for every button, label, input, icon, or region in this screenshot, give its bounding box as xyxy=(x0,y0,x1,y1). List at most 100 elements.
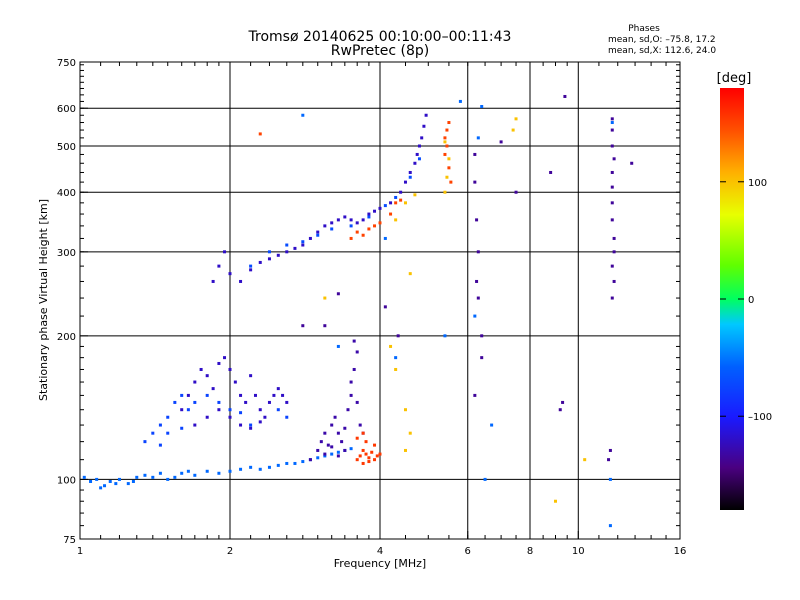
data-point xyxy=(364,440,368,444)
data-point xyxy=(253,393,257,397)
data-point xyxy=(476,136,480,140)
data-point xyxy=(151,431,155,435)
axis-ticks xyxy=(79,61,681,540)
phases-o-mode: mean, sd,O: –75.8, 17.2 xyxy=(608,35,716,45)
data-point xyxy=(610,185,614,189)
y-tick-label: 100 xyxy=(57,475,76,486)
data-point xyxy=(205,374,209,378)
data-point xyxy=(361,233,365,237)
data-point xyxy=(323,452,327,456)
data-point xyxy=(403,408,407,412)
y-tick-label: 300 xyxy=(57,248,76,259)
colorbar-tick-label: 100 xyxy=(748,178,767,189)
data-point xyxy=(358,454,362,458)
data-point xyxy=(378,206,382,210)
data-point xyxy=(173,400,177,404)
data-point xyxy=(612,279,616,283)
data-point xyxy=(394,201,398,205)
y-axis-label: Stationary phase Virtual Height [km] xyxy=(37,199,50,401)
data-point xyxy=(361,448,365,452)
data-point xyxy=(228,469,232,473)
data-point xyxy=(383,305,387,309)
data-point xyxy=(239,411,243,415)
data-point xyxy=(403,448,407,452)
data-point xyxy=(228,272,232,276)
data-point xyxy=(408,272,412,276)
data-point xyxy=(558,408,562,412)
data-point xyxy=(610,117,614,121)
data-point xyxy=(561,400,565,404)
y-tick-labels: 75 100 200 300 400 500 600 750 xyxy=(57,58,76,546)
data-point xyxy=(267,250,271,254)
data-point xyxy=(473,180,477,184)
data-point xyxy=(346,408,350,412)
data-point xyxy=(135,475,139,479)
data-point xyxy=(375,454,379,458)
data-point xyxy=(301,460,305,464)
data-point xyxy=(308,236,312,240)
data-point xyxy=(249,465,253,469)
data-point xyxy=(349,236,353,240)
data-point xyxy=(239,393,243,397)
data-point xyxy=(330,445,334,449)
data-point xyxy=(383,236,387,240)
data-point xyxy=(211,387,215,391)
data-point xyxy=(336,344,340,348)
data-point xyxy=(316,230,320,234)
x-tick-label: 16 xyxy=(674,546,687,557)
data-point xyxy=(449,180,453,184)
data-point xyxy=(114,482,118,486)
colorbar-ticks: 100 0 –100 xyxy=(720,178,772,423)
data-point xyxy=(373,458,377,462)
data-point xyxy=(476,250,480,254)
data-point xyxy=(475,218,479,222)
data-point xyxy=(370,450,374,454)
data-point xyxy=(99,486,103,490)
data-point xyxy=(258,132,262,136)
data-point xyxy=(316,233,320,237)
data-point xyxy=(186,393,190,397)
data-point xyxy=(239,467,243,471)
data-point xyxy=(343,215,347,219)
data-point xyxy=(608,524,612,528)
data-point xyxy=(258,260,262,264)
data-point xyxy=(276,408,280,412)
data-point xyxy=(323,224,327,228)
data-point xyxy=(417,144,421,148)
data-point xyxy=(389,212,393,216)
data-point xyxy=(553,499,557,503)
data-point xyxy=(249,423,253,427)
data-point xyxy=(330,227,334,231)
data-point xyxy=(193,400,197,404)
data-point xyxy=(610,296,614,300)
data-point xyxy=(408,431,412,435)
y-tick-label: 500 xyxy=(57,142,76,153)
data-point xyxy=(258,408,262,412)
data-point xyxy=(563,94,567,98)
data-point xyxy=(95,477,99,481)
data-point xyxy=(399,190,403,194)
data-point xyxy=(217,264,221,268)
data-point xyxy=(443,152,447,156)
data-point xyxy=(367,460,371,464)
data-point xyxy=(355,230,359,234)
data-point xyxy=(108,479,112,483)
data-point xyxy=(244,400,248,404)
data-point xyxy=(143,473,147,477)
chart-subtitle: RwPretec (8p) xyxy=(331,43,429,59)
data-point xyxy=(389,201,393,205)
data-point xyxy=(394,356,398,360)
data-point xyxy=(131,479,135,483)
data-point xyxy=(301,324,305,328)
data-point xyxy=(383,204,387,208)
data-point xyxy=(364,452,368,456)
data-point xyxy=(408,170,412,174)
data-point xyxy=(473,152,477,156)
data-point xyxy=(358,423,362,427)
data-point xyxy=(258,467,262,471)
data-point xyxy=(285,250,289,254)
data-point xyxy=(610,201,614,205)
data-point xyxy=(349,447,353,451)
data-point xyxy=(281,393,285,397)
data-point xyxy=(267,465,271,469)
